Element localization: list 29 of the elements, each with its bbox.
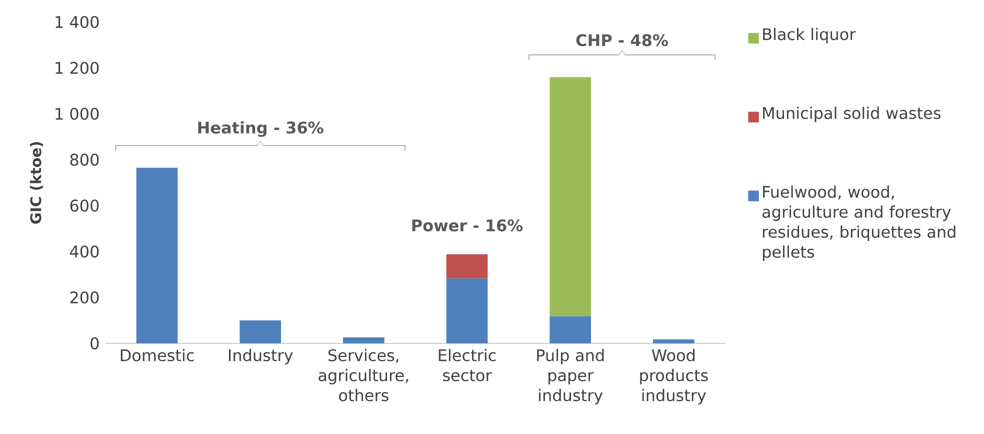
y-tick-label: 600	[70, 200, 99, 212]
x-tick-label: Domestic	[120, 348, 194, 362]
annotation: Power - 16%	[412, 219, 523, 232]
bar	[136, 168, 178, 344]
bar	[343, 337, 384, 344]
bar	[550, 77, 592, 316]
y-tick-label: 400	[70, 245, 99, 258]
legend-label: Municipal solid wastes	[763, 106, 940, 122]
y-tick-label: 1 200	[56, 62, 99, 74]
bar	[240, 320, 282, 344]
x-tick-label: Industry	[229, 348, 293, 364]
y-tick-label: 0	[90, 337, 99, 350]
y-tick-label: 800	[70, 154, 99, 166]
bar	[550, 316, 592, 344]
x-tick-label: Pulp and paper industry	[537, 348, 604, 404]
y-tick-label: 200	[70, 291, 99, 304]
x-tick-label: Electric sector	[438, 348, 496, 382]
legend-label: Fuelwood, wood, agriculture and forestry residues, briquettes and pellets	[762, 186, 956, 261]
bar	[446, 254, 488, 278]
y-tick-label: 1 000	[56, 108, 99, 120]
x-tick-label: Wood products industry	[640, 348, 708, 404]
bar	[653, 339, 694, 344]
y-tick-label: 1 400	[56, 16, 99, 28]
bar	[446, 278, 488, 344]
annotation: Heating - 36%	[198, 121, 324, 137]
legend-label: Black liquor	[763, 28, 856, 44]
annotation: CHP - 48%	[576, 34, 668, 46]
x-tick-label: Services, agriculture, others	[318, 348, 408, 402]
y-axis-title: GIC (ktoe)	[30, 142, 43, 224]
